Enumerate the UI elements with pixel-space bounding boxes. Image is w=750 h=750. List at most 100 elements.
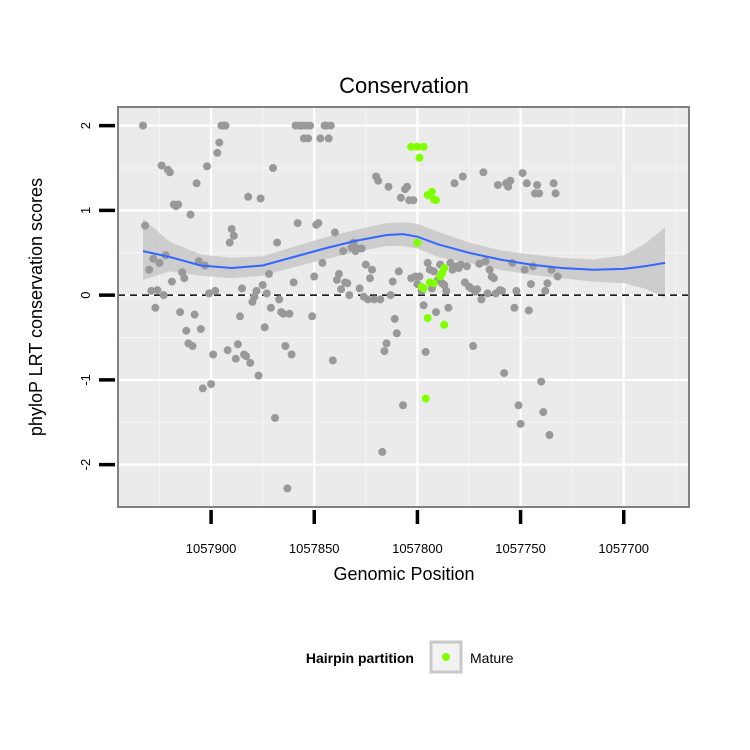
data-point xyxy=(157,161,166,170)
data-point xyxy=(211,286,220,295)
data-point xyxy=(314,219,323,228)
x-tick-label: 1057900 xyxy=(186,541,237,556)
data-point xyxy=(155,258,164,267)
plot-panel-border xyxy=(117,106,690,508)
data-point xyxy=(549,179,558,188)
data-point xyxy=(409,196,418,205)
data-point xyxy=(506,176,515,185)
data-point xyxy=(287,350,296,359)
data-point xyxy=(151,303,160,312)
data-point-mature xyxy=(413,238,422,247)
data-point xyxy=(539,408,548,417)
data-point xyxy=(145,265,154,274)
data-point xyxy=(485,265,494,274)
data-point xyxy=(139,121,147,130)
data-point xyxy=(524,306,533,315)
data-point-mature xyxy=(440,264,449,272)
data-point xyxy=(489,274,498,283)
data-point xyxy=(147,286,156,295)
data-point-mature xyxy=(423,314,432,322)
data-point xyxy=(318,258,327,267)
data-point xyxy=(479,168,488,177)
data-point xyxy=(514,401,523,410)
data-point xyxy=(370,295,379,304)
data-point xyxy=(516,419,525,428)
data-point-mature xyxy=(432,196,440,205)
data-point xyxy=(238,284,246,293)
data-point xyxy=(388,277,397,286)
data-point-mature xyxy=(421,394,430,403)
data-point xyxy=(403,182,412,191)
data-point xyxy=(153,286,162,295)
data-point-mature xyxy=(429,279,438,288)
data-point xyxy=(450,179,459,188)
data-point xyxy=(180,274,189,283)
data-point xyxy=(283,484,292,493)
data-point xyxy=(205,289,213,298)
data-point xyxy=(221,121,230,130)
data-point xyxy=(324,134,333,143)
data-point xyxy=(308,312,317,321)
data-point xyxy=(504,182,513,191)
data-point xyxy=(332,275,341,284)
data-point xyxy=(475,259,484,268)
y-tick-label: 0 xyxy=(78,291,93,298)
data-point xyxy=(553,272,562,281)
data-point xyxy=(429,267,438,276)
data-point xyxy=(423,258,432,267)
data-point xyxy=(535,189,544,198)
x-tick-label: 1057700 xyxy=(598,541,649,556)
data-point xyxy=(279,309,288,318)
data-point xyxy=(384,182,393,191)
data-point xyxy=(537,377,546,386)
data-point xyxy=(357,244,366,253)
data-point xyxy=(198,384,207,393)
data-point xyxy=(442,286,451,295)
data-point xyxy=(473,285,482,294)
data-point-mature xyxy=(419,142,428,151)
data-point xyxy=(196,325,205,333)
data-point xyxy=(419,301,428,310)
data-point xyxy=(368,265,376,274)
x-axis-title: Genomic Position xyxy=(333,564,474,584)
x-tick-label: 1057750 xyxy=(495,541,546,556)
data-point xyxy=(500,369,509,378)
data-point xyxy=(522,179,531,188)
data-point xyxy=(182,326,191,335)
data-point xyxy=(275,295,284,304)
data-point xyxy=(264,269,273,278)
data-point xyxy=(188,342,197,350)
data-point xyxy=(361,260,370,269)
data-point xyxy=(165,168,174,177)
data-point xyxy=(481,257,490,266)
grid-lines xyxy=(118,107,689,507)
data-point xyxy=(520,265,529,274)
data-point xyxy=(415,272,424,281)
data-point xyxy=(355,284,364,293)
data-point-mature xyxy=(440,320,449,329)
data-point xyxy=(213,148,222,157)
data-point xyxy=(176,308,185,317)
data-point xyxy=(174,200,183,209)
data-point xyxy=(446,258,455,267)
data-point xyxy=(326,121,335,130)
data-point xyxy=(512,286,521,295)
data-point xyxy=(271,414,279,422)
data-point xyxy=(289,278,298,287)
y-tick-label: -1 xyxy=(78,374,93,386)
data-point-mature xyxy=(427,187,436,196)
data-point xyxy=(258,281,267,289)
data-point xyxy=(285,309,294,318)
data-point xyxy=(209,350,218,359)
data-point xyxy=(159,291,168,300)
data-point xyxy=(260,323,269,332)
data-point xyxy=(462,262,471,271)
data-point xyxy=(533,181,542,189)
axes: 1057900 1057850 1057800 1057750 1057700 -2 -1 0… xyxy=(78,122,649,556)
data-points xyxy=(139,121,562,493)
data-point xyxy=(337,285,346,294)
data-point xyxy=(203,162,211,171)
data-point xyxy=(310,272,319,281)
data-point xyxy=(366,274,374,283)
data-point xyxy=(396,193,405,202)
